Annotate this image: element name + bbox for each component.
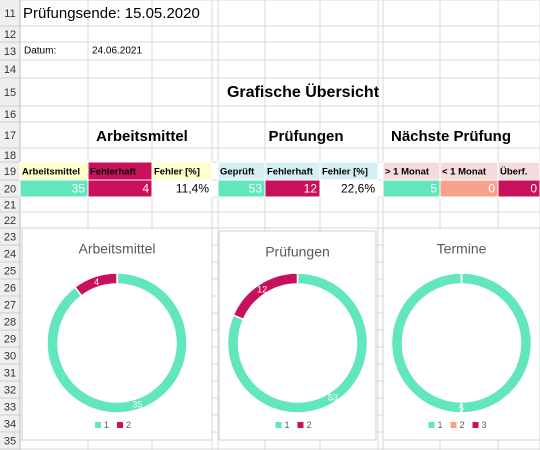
legend-label: 1: [438, 420, 443, 430]
row-number: 35: [4, 435, 16, 447]
row-number: 34: [4, 418, 16, 430]
section-title: Prüfungen: [269, 128, 344, 145]
row-number: 21: [4, 199, 16, 211]
value-cell: [319, 179, 379, 198]
data-label: 53: [328, 392, 338, 402]
data-label: 12: [257, 284, 267, 294]
legend-swatch: [275, 422, 282, 428]
legend-swatch: [117, 422, 123, 428]
legend-label: 3: [482, 420, 487, 430]
value: 22,6%: [341, 182, 375, 196]
header-label: Fehlerhaft: [90, 167, 137, 178]
row-number: 31: [4, 367, 16, 379]
legend-swatch: [95, 422, 101, 428]
header-label: Fehler [%]: [322, 167, 368, 178]
header-label: > 1 Monat: [385, 167, 430, 178]
section-title: Nächste Prüfung: [391, 128, 511, 145]
donut-segment: [73, 272, 118, 297]
row-number: 26: [4, 282, 16, 294]
row-number: 24: [4, 248, 16, 260]
value: 53: [249, 182, 263, 196]
value: 4: [142, 182, 149, 196]
date: 24.06.2021: [92, 46, 142, 57]
value: 35: [72, 182, 86, 196]
donut-segment: [46, 272, 188, 414]
section-title: Arbeitsmittel: [96, 128, 188, 145]
value: 5: [430, 182, 437, 196]
legend-label: 1: [285, 420, 290, 430]
row-number: 20: [4, 183, 16, 195]
chart-title: Prüfungen: [265, 244, 330, 260]
row-number: 28: [4, 316, 16, 328]
legend-label: 2: [460, 420, 465, 430]
value-cell: [497, 179, 540, 198]
header-label: Arbeitsmittel: [22, 167, 80, 178]
value: 12: [304, 182, 318, 196]
value: 0: [530, 182, 537, 196]
chart: Termine 5 1 2 3: [382, 227, 540, 441]
legend-label: 2: [126, 420, 131, 430]
row-number: 12: [4, 29, 16, 41]
legend-label: 1: [104, 420, 109, 430]
row-header-bg: [0, 0, 20, 450]
row-number: 14: [4, 64, 16, 76]
row-number: 22: [4, 215, 16, 227]
row-number: 19: [4, 166, 16, 178]
row-number: 16: [4, 109, 16, 121]
chart-title: Termine: [437, 241, 487, 257]
row-number: 17: [4, 130, 16, 142]
header-label: Geprüft: [220, 167, 255, 178]
row-number: 33: [4, 401, 16, 413]
row-number: 30: [4, 350, 16, 362]
chart: Arbeitsmittel 35 4 1 2: [21, 227, 213, 441]
header-label: Fehlerhaft: [267, 167, 314, 178]
legend-swatch: [472, 422, 479, 428]
value: 11,4%: [176, 182, 209, 196]
header-label: Überf.: [500, 167, 527, 178]
row-number: 15: [4, 87, 16, 99]
row-number: 32: [4, 384, 16, 396]
row-number: 27: [4, 299, 16, 311]
value: 0: [488, 182, 495, 196]
donut-segment: [232, 272, 299, 321]
data-label: 4: [94, 277, 99, 287]
row-number: 25: [4, 265, 16, 277]
row-number: 23: [4, 231, 16, 243]
row-number: 13: [4, 46, 16, 58]
header-label: < 1 Monat: [442, 167, 487, 178]
row-number: 18: [4, 150, 16, 162]
legend-swatch: [450, 422, 457, 428]
date-label: Datum:: [24, 46, 56, 57]
exam-end: Prüfungsende: 15.05.2020: [23, 5, 200, 22]
data-label: 5: [459, 403, 464, 413]
legend-label: 2: [307, 420, 312, 430]
chart-title: Arbeitsmittel: [78, 241, 155, 257]
row-number: 11: [4, 8, 15, 20]
value-cell: [151, 179, 213, 198]
data-label: 35: [132, 400, 142, 410]
legend-swatch: [297, 422, 304, 428]
row-number: 29: [4, 333, 16, 345]
overview-title: Grafische Übersicht: [227, 82, 380, 101]
header-label: Fehler [%]: [154, 167, 200, 178]
legend-swatch: [428, 422, 435, 428]
